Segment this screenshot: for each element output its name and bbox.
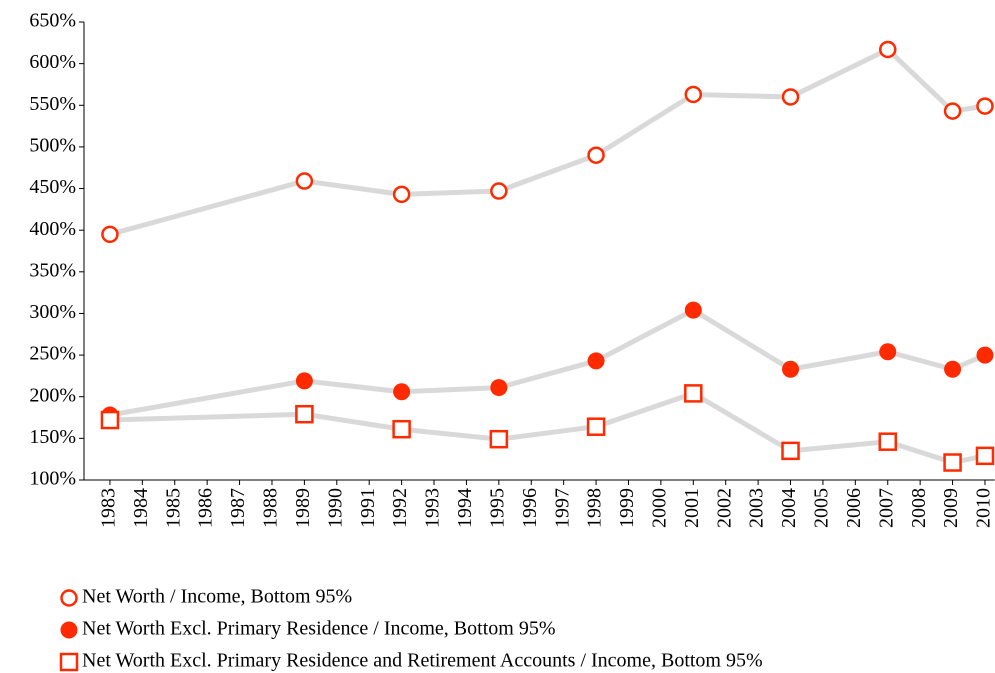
- y-tick-label: 300%: [29, 301, 76, 323]
- marker: [975, 446, 995, 466]
- marker: [392, 419, 411, 439]
- x-tick-label: 1989: [292, 488, 314, 528]
- legend-label: Net Worth / Income, Bottom 95%: [82, 586, 352, 608]
- marker: [684, 85, 703, 104]
- marker: [782, 360, 800, 378]
- x-tick-label: 2009: [940, 488, 962, 528]
- series: [100, 384, 995, 472]
- marker: [944, 360, 962, 378]
- y-tick-label: 400%: [29, 218, 76, 240]
- series-line: [109, 46, 986, 237]
- legend-label: Net Worth Excl. Primary Residence / Inco…: [82, 618, 555, 640]
- y-tick-label: 350%: [29, 259, 76, 281]
- x-tick-label: 2007: [875, 488, 897, 528]
- x-tick-label: 2010: [973, 488, 995, 528]
- marker: [684, 301, 702, 319]
- x-tick-label: 1994: [454, 488, 476, 528]
- y-tick-label: 150%: [29, 426, 76, 448]
- y-tick-label: 200%: [29, 384, 76, 406]
- x-tick-label: 1986: [195, 488, 217, 528]
- marker: [295, 172, 314, 190]
- marker: [684, 384, 703, 403]
- x-tick-label: 1990: [324, 488, 346, 528]
- marker: [586, 417, 606, 436]
- legend-marker: [60, 589, 78, 607]
- legend: Net Worth / Income, Bottom 95% Net Worth …: [59, 586, 763, 672]
- series-line: [109, 307, 986, 418]
- marker: [781, 88, 800, 106]
- marker: [587, 146, 605, 164]
- legend-item: Net Worth Excl. Primary Residence / Inco…: [60, 618, 555, 640]
- legend-marker: [59, 652, 79, 672]
- x-tick-label: 2004: [778, 488, 800, 528]
- y-tick-label: 650%: [29, 10, 76, 32]
- x-tick-label: 1996: [519, 488, 541, 528]
- y-tick-label: 450%: [29, 176, 76, 198]
- marker: [879, 343, 897, 361]
- y-tick-label: 250%: [29, 343, 76, 365]
- y-tick-label: 100%: [29, 468, 76, 490]
- x-tick-label: 2000: [648, 488, 670, 528]
- marker: [490, 182, 508, 200]
- marker: [943, 102, 962, 120]
- marker: [393, 383, 411, 401]
- marker: [976, 346, 994, 364]
- y-tick-label: 600%: [29, 51, 76, 73]
- marker: [295, 404, 314, 424]
- series: [101, 301, 994, 424]
- x-tick-label: 1995: [486, 488, 508, 528]
- marker: [295, 372, 313, 390]
- legend-item: Net Worth Excl. Primary Residence and Re…: [59, 650, 763, 672]
- legend-marker: [60, 621, 78, 639]
- series: [101, 40, 994, 244]
- y-tick-label: 550%: [29, 93, 76, 115]
- x-tick-label: 1984: [130, 488, 152, 528]
- marker: [101, 225, 119, 244]
- x-tick-label: 1993: [422, 488, 444, 528]
- x-tick-label: 2003: [746, 488, 768, 528]
- marker: [392, 185, 411, 204]
- x-tick-label: 1999: [616, 488, 638, 528]
- marker: [878, 40, 897, 59]
- marker: [943, 453, 962, 472]
- x-tick-label: 1983: [98, 488, 120, 528]
- series-line: [109, 390, 986, 466]
- marker: [489, 429, 509, 449]
- marker: [100, 410, 120, 430]
- marker: [781, 441, 800, 461]
- marker: [490, 379, 508, 397]
- legend-item: Net Worth / Income, Bottom 95%: [60, 586, 352, 608]
- legend-label: Net Worth Excl. Primary Residence and Re…: [82, 650, 763, 672]
- x-tick-label: 1985: [162, 488, 184, 528]
- x-tick-label: 1998: [584, 488, 606, 528]
- x-tick-label: 1987: [227, 488, 249, 528]
- x-tick-label: 1992: [389, 488, 411, 528]
- y-tick-label: 500%: [29, 135, 76, 157]
- x-tick-label: 1988: [260, 488, 282, 528]
- x-tick-label: 2008: [908, 488, 930, 528]
- marker: [976, 97, 994, 115]
- x-tick-label: 2001: [681, 488, 703, 528]
- x-tick-label: 2005: [811, 488, 833, 528]
- x-tick-label: 2002: [713, 488, 735, 528]
- marker: [587, 352, 605, 370]
- x-tick-label: 1991: [357, 488, 379, 528]
- x-tick-label: 1997: [551, 488, 573, 528]
- x-tick-label: 2006: [843, 488, 865, 528]
- marker: [878, 432, 897, 451]
